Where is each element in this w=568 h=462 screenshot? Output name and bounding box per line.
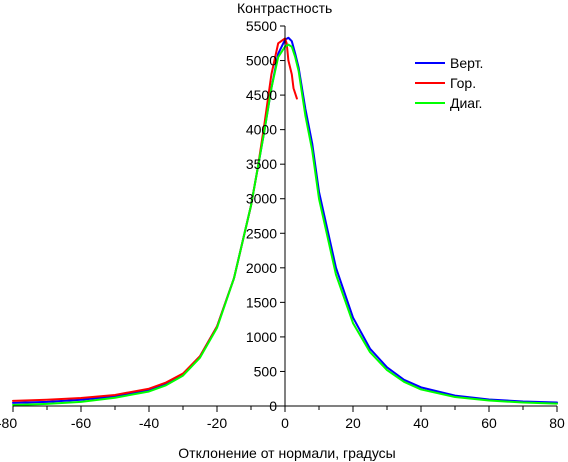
y-tick-label: 5500 — [246, 18, 277, 34]
series-curves — [12, 36, 558, 406]
x-ticks: -80 -60 -40 -20 0 20 40 60 80 — [0, 406, 565, 431]
y-tick-label: 500 — [254, 363, 278, 379]
legend-label: Диаг. — [450, 95, 482, 111]
x-tick-label: 0 — [281, 415, 289, 431]
x-tick-label: -40 — [139, 415, 159, 431]
x-tick-label: 40 — [413, 415, 429, 431]
y-tick-label: 3000 — [246, 191, 277, 207]
legend: Верт. Гор. Диаг. — [415, 55, 483, 111]
x-tick-label: -80 — [0, 415, 17, 431]
y-tick-label: 2000 — [246, 260, 277, 276]
y-tick-label: 1000 — [246, 329, 277, 345]
series-line — [12, 43, 558, 406]
x-axis-title: Отклонение от нормали, градусы — [178, 445, 395, 461]
y-tick-label: 4000 — [246, 122, 277, 138]
y-tick-label: 1500 — [246, 294, 277, 310]
legend-label: Гор. — [450, 75, 476, 91]
y-tick-label: 3500 — [246, 156, 277, 172]
x-tick-label: 20 — [345, 415, 361, 431]
y-tick-label: 5000 — [246, 53, 277, 69]
series-line — [12, 36, 558, 404]
y-tick-label: 2500 — [246, 225, 277, 241]
y-tick-label: 0 — [269, 398, 277, 414]
x-tick-label: -20 — [207, 415, 227, 431]
y-axis-title: Контрастность — [237, 0, 332, 16]
x-tick-label: -60 — [71, 415, 91, 431]
legend-label: Верт. — [450, 55, 483, 71]
x-tick-label: 80 — [549, 415, 565, 431]
y-ticks: 0 500 1000 1500 2000 2500 3000 3500 4000 4500 5000… — [246, 18, 285, 414]
x-tick-label: 60 — [481, 415, 497, 431]
y-tick-label: 4500 — [246, 87, 277, 103]
